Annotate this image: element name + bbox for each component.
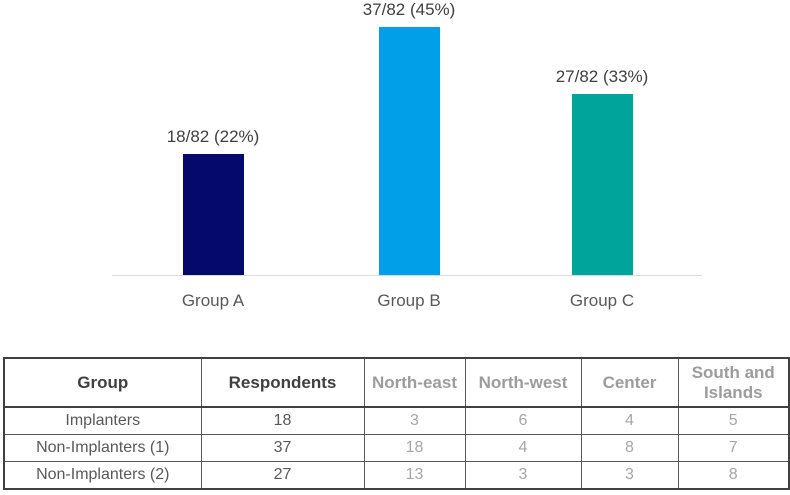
cell-north-west: 6	[464, 406, 582, 435]
bar-rect-group-b	[378, 27, 440, 275]
header-north-east: North-east	[363, 357, 466, 408]
table-row-non-implanters-2: Non-Implanters (2) 27 13 3 3 8	[3, 461, 790, 490]
bar-column-group-b: 37/82 (45%)	[329, 0, 489, 275]
cell-north-west: 4	[464, 434, 582, 462]
cell-group: Implanters	[3, 406, 202, 435]
table-row-implanters: Implanters 18 3 6 4 5	[3, 406, 790, 435]
x-axis-line	[112, 275, 702, 276]
cell-north-east: 18	[363, 434, 466, 462]
category-label-group-c: Group C	[569, 291, 635, 310]
cell-north-west: 3	[464, 461, 582, 490]
header-respondents: Respondents	[200, 357, 365, 408]
bar-rect-group-a	[182, 154, 244, 275]
bar-value-label-group-b: 37/82 (45%)	[362, 0, 456, 19]
cell-south-islands: 7	[677, 434, 790, 462]
cell-north-east: 13	[363, 461, 466, 490]
cell-respondents: 18	[200, 406, 365, 435]
table-header-row: Group Respondents North-east North-west …	[3, 357, 790, 408]
regional-breakdown-table: Group Respondents North-east North-west …	[3, 357, 790, 490]
bar-value-label-group-a: 18/82 (22%)	[166, 127, 260, 146]
header-north-west: North-west	[464, 357, 582, 408]
cell-group: Non-Implanters (2)	[3, 461, 202, 490]
cell-respondents: 37	[200, 434, 365, 462]
category-label-group-b: Group B	[377, 291, 441, 310]
bar-chart: 18/82 (22%) 37/82 (45%) 27/82 (33%) Grou…	[112, 0, 702, 310]
cell-center: 3	[580, 461, 679, 490]
cell-south-islands: 8	[677, 461, 790, 490]
bar-value-label-group-c: 27/82 (33%)	[555, 67, 649, 86]
cell-center: 4	[580, 406, 679, 435]
cell-north-east: 3	[363, 406, 466, 435]
cell-respondents: 27	[200, 461, 365, 490]
cell-center: 8	[580, 434, 679, 462]
bar-column-group-a: 18/82 (22%)	[133, 127, 293, 275]
header-center: Center	[580, 357, 679, 408]
table-row-non-implanters-1: Non-Implanters (1) 37 18 4 8 7	[3, 434, 790, 462]
category-label-group-a: Group A	[181, 291, 245, 310]
bar-column-group-c: 27/82 (33%)	[522, 67, 682, 275]
header-south-and-islands: South and Islands	[677, 357, 790, 408]
cell-south-islands: 5	[677, 406, 790, 435]
cell-group: Non-Implanters (1)	[3, 434, 202, 462]
bar-rect-group-c	[571, 94, 633, 275]
header-group: Group	[3, 357, 202, 408]
